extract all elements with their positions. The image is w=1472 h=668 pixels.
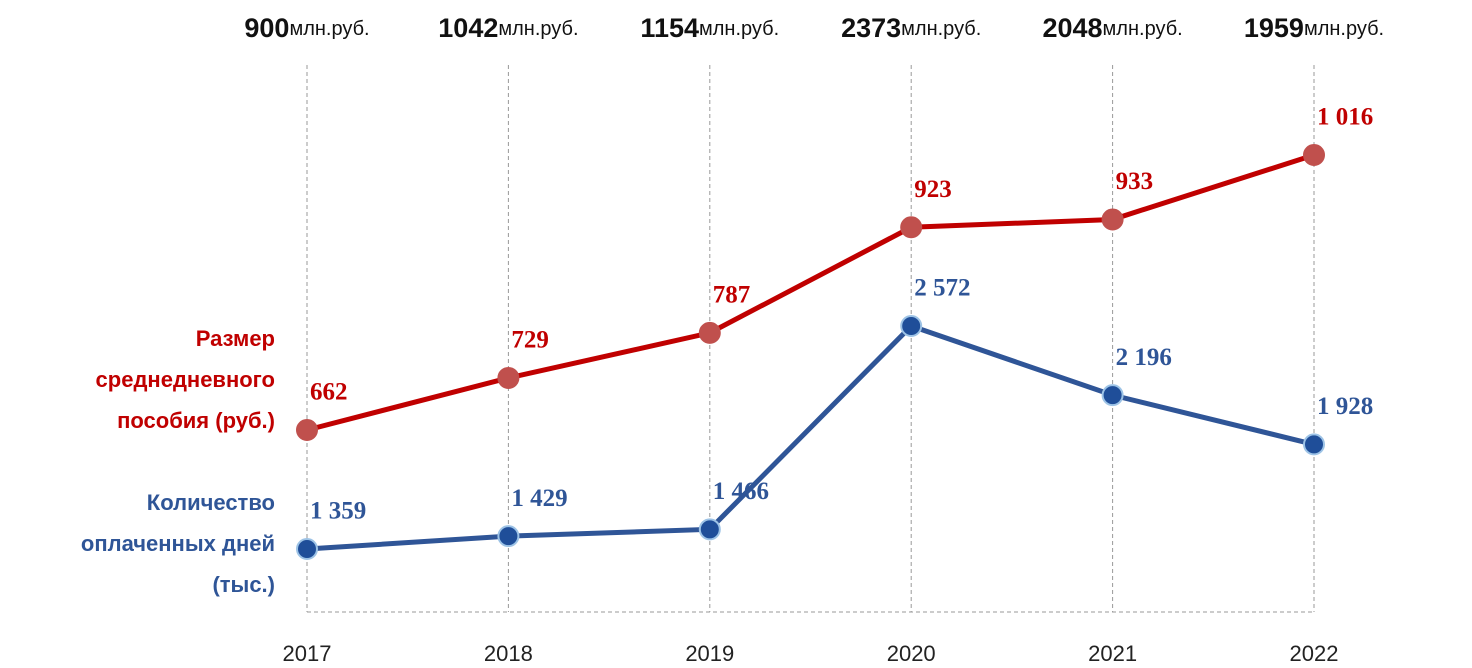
total-value: 900 [244, 13, 289, 43]
data-label: 2 572 [914, 275, 970, 302]
marker [296, 538, 318, 560]
total-label: 2048млн.руб. [1042, 13, 1182, 43]
marker [900, 315, 923, 337]
data-label: 1 429 [511, 485, 567, 512]
total-unit: млн.руб. [1304, 18, 1384, 40]
x-tick-label: 2018 [484, 641, 533, 666]
x-tick-label: 2020 [887, 641, 936, 666]
total-unit: млн.руб. [289, 18, 369, 40]
marker [296, 419, 318, 441]
data-label: 933 [1116, 168, 1154, 195]
series-line [306, 323, 1315, 552]
total-label: 900млн.руб. [244, 13, 369, 43]
marker [1303, 433, 1325, 456]
marker [497, 366, 520, 389]
total-value: 1042 [438, 13, 498, 43]
total-unit: млн.руб. [498, 18, 578, 40]
data-label: 923 [914, 176, 952, 203]
total-label: 2373млн.руб. [841, 13, 981, 43]
marker [698, 518, 721, 541]
series-name: Размер среднедневного пособия (руб.) [95, 326, 275, 433]
marker [900, 216, 923, 239]
total-unit: млн.руб. [1103, 18, 1183, 40]
marker [1303, 144, 1325, 166]
x-tick-label: 2017 [283, 641, 332, 666]
marker [698, 321, 721, 344]
marker [497, 525, 520, 548]
total-value: 2048 [1042, 13, 1102, 43]
x-tick-label: 2019 [685, 641, 734, 666]
data-label: 787 [713, 282, 751, 309]
data-label: 662 [310, 379, 348, 406]
data-label: 2 196 [1116, 344, 1172, 371]
total-value: 1959 [1244, 13, 1304, 43]
total-label: 1154млн.руб. [640, 13, 779, 43]
data-label: 729 [511, 327, 549, 354]
marker [1101, 208, 1124, 231]
series-line [306, 152, 1315, 433]
x-tick-label: 2022 [1290, 641, 1339, 666]
total-unit: млн.руб. [901, 18, 981, 40]
series-name: Количество оплаченных дней (тыс.) [80, 490, 275, 597]
x-tick-label: 2021 [1088, 641, 1137, 666]
data-label: 1 016 [1317, 104, 1373, 131]
data-label: 1 928 [1317, 393, 1373, 420]
total-value: 1154 [640, 13, 699, 43]
total-label: 1959млн.руб. [1244, 13, 1384, 43]
total-unit: млн.руб. [699, 18, 779, 40]
data-label: 1 359 [310, 498, 366, 525]
total-value: 2373 [841, 13, 901, 43]
data-label: 1 466 [713, 478, 769, 505]
total-label: 1042млн.руб. [438, 13, 578, 43]
marker [1101, 384, 1124, 407]
